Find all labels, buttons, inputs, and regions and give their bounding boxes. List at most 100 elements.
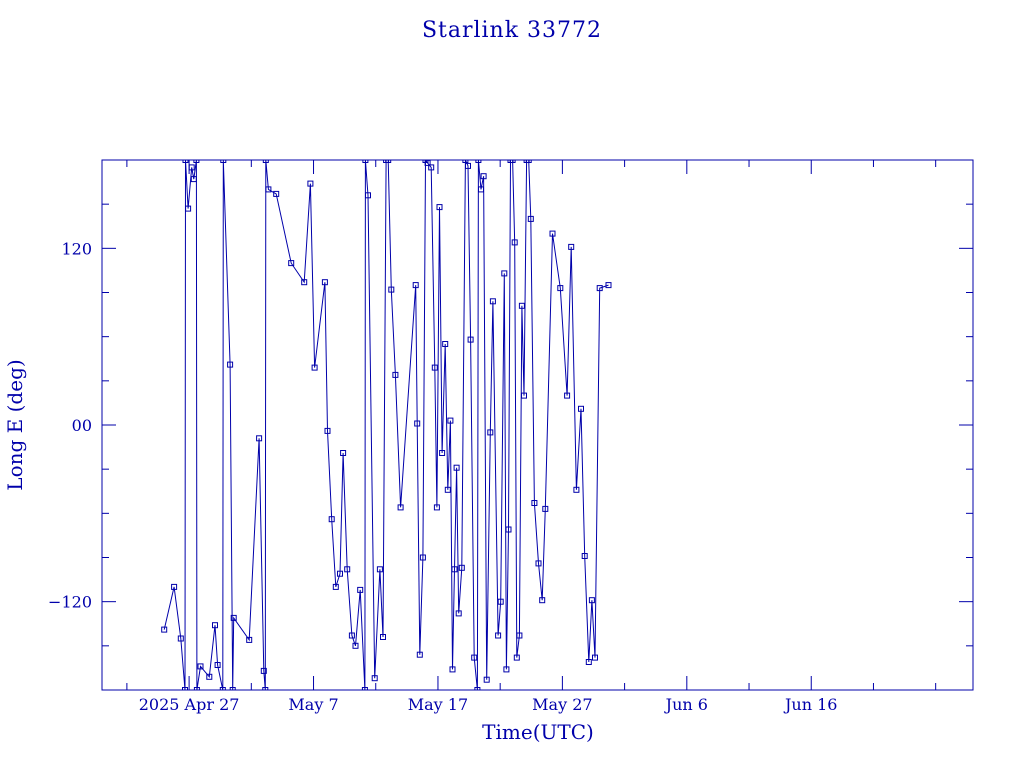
data-point (307, 180, 314, 187)
data-point (439, 450, 446, 456)
data-point (535, 560, 542, 567)
data-point (585, 659, 592, 665)
data-point (465, 162, 471, 169)
data-point (376, 566, 383, 573)
data-point (501, 270, 508, 277)
data-point (521, 392, 527, 399)
data-point (230, 614, 237, 621)
data-point (385, 160, 392, 163)
data-point (511, 239, 518, 246)
data-point (388, 286, 395, 293)
data-point (471, 654, 478, 661)
data-point (328, 516, 335, 523)
data-point (455, 610, 462, 617)
data-point (467, 336, 474, 343)
data-point (206, 673, 213, 680)
series-line (163, 160, 609, 690)
data-point (483, 676, 490, 683)
y-tick-labels: 120 00 −120 (48, 239, 92, 611)
data-point (171, 583, 178, 590)
data-point (321, 279, 328, 286)
plot-frame (101, 159, 974, 691)
data-point (442, 341, 449, 347)
data-point (182, 160, 189, 163)
data-point (497, 598, 504, 605)
data-point (416, 651, 423, 658)
data-point (260, 667, 267, 674)
data-point (527, 215, 534, 222)
x-tick-label: May 7 (288, 695, 338, 714)
data-point (412, 282, 419, 289)
data-point (332, 583, 339, 590)
data-point (581, 553, 588, 559)
data-point (531, 500, 538, 506)
data-point (592, 654, 598, 661)
data-point (311, 364, 318, 371)
data-point (227, 361, 234, 368)
y-axis-label: Long E (deg) (3, 359, 27, 490)
data-point (557, 285, 564, 292)
data-point (219, 687, 226, 690)
data-point (419, 554, 426, 561)
data-point (605, 282, 612, 289)
y-tick-label: 120 (61, 239, 92, 258)
data-point (392, 371, 399, 378)
data-point (431, 364, 438, 371)
data-point (516, 632, 523, 639)
data-point (220, 160, 227, 163)
data-point (161, 626, 168, 633)
data-point (188, 164, 195, 171)
data-point (539, 597, 546, 604)
data-point (495, 632, 502, 639)
data-point (513, 654, 520, 661)
data-point (475, 160, 482, 163)
data-point (564, 392, 571, 399)
data-point (265, 186, 272, 193)
data-point (424, 160, 431, 166)
axis-ticks (102, 160, 973, 690)
data-point (212, 622, 218, 629)
data-point (433, 504, 440, 511)
data-point (301, 279, 308, 286)
data-point (509, 160, 516, 163)
data-point (478, 186, 484, 193)
data-point (340, 450, 347, 456)
x-tick-labels: 2025 Apr 27 May 7 May 17 May 27 Jun 6 Jun 16 (139, 695, 838, 714)
data-point (190, 176, 197, 183)
data-point (397, 504, 404, 511)
data-point (182, 687, 188, 690)
x-tick-label: May 27 (532, 695, 592, 714)
data-point (549, 230, 556, 237)
data-point (568, 243, 575, 250)
data-point (197, 663, 204, 670)
data-point (525, 160, 532, 163)
data-point (362, 160, 369, 163)
data-point (177, 635, 184, 642)
data-point (193, 160, 200, 163)
data-point (371, 675, 378, 682)
data-point (262, 687, 269, 690)
data-point (447, 417, 454, 424)
data-point (436, 204, 443, 211)
data-point (518, 302, 525, 309)
data-point (193, 687, 200, 690)
data-point (337, 570, 343, 577)
data-point (365, 192, 371, 199)
data-point (214, 662, 221, 668)
data-point (348, 632, 355, 639)
data-point (352, 642, 359, 649)
data-point (505, 526, 512, 533)
data-point (503, 666, 510, 673)
data-point (474, 687, 481, 690)
data-point (380, 634, 386, 640)
x-tick-label: May 17 (408, 695, 468, 714)
data-point (185, 205, 192, 212)
data-point (229, 687, 236, 690)
data-point (453, 464, 460, 471)
data-point (273, 190, 280, 197)
data-point (596, 285, 603, 292)
data-point (262, 160, 269, 163)
data-point (414, 420, 421, 427)
data-point (487, 429, 494, 436)
